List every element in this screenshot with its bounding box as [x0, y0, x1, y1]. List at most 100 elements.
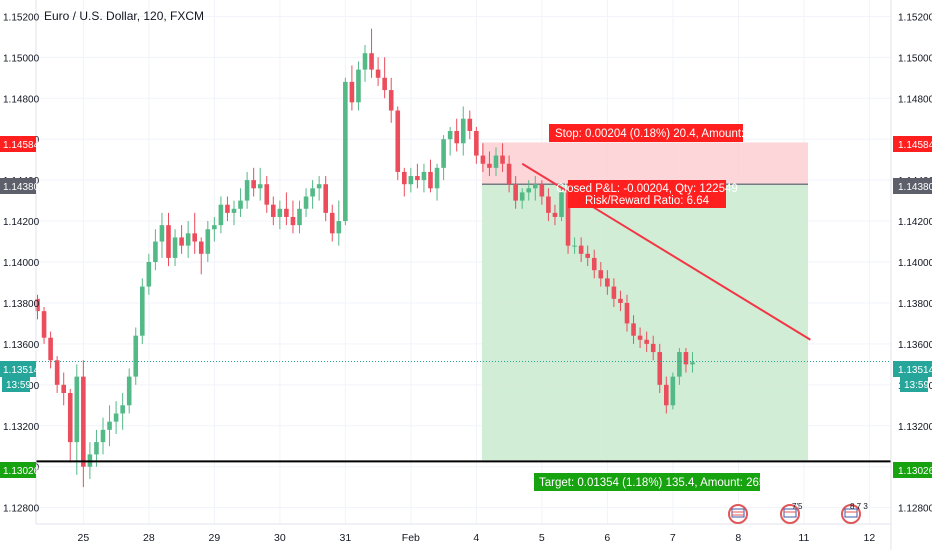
candle-body [382, 77, 387, 91]
x-tick-label: 31 [340, 532, 352, 544]
candle-body [434, 167, 440, 189]
candle-body [644, 339, 649, 344]
take-profit-zone[interactable] [482, 184, 808, 461]
event-flag-icon-2[interactable]: 7'5 [780, 502, 803, 524]
candle-body [605, 278, 610, 287]
candle-body [251, 180, 256, 189]
time-axis[interactable]: 25 28 29 30 31 Feb 4 5 6 7 8 11 12 [78, 532, 876, 544]
candle-body [113, 413, 119, 422]
candle-body [159, 225, 165, 242]
candle-body [257, 184, 263, 189]
svg-text:1.13026: 1.13026 [898, 466, 932, 477]
candle-body [54, 360, 60, 385]
candle-body [277, 208, 283, 217]
stop-label[interactable]: Stop: 0.00204 (0.18%) 20.4, Amount: 750 [549, 124, 767, 142]
y-tick-label-right: 1.15200 [898, 12, 932, 23]
candle-body [650, 343, 656, 353]
candle-body [552, 212, 558, 217]
candle-body [198, 241, 204, 254]
right-target-tag: 1.13026 [893, 462, 932, 478]
left-current-tag: 1.13514 13:59 [0, 361, 40, 392]
candle-body [185, 233, 191, 246]
candle-body [225, 204, 230, 213]
candle-body [140, 286, 145, 336]
y-tick-label-right: 1.13600 [898, 340, 932, 351]
candle-body [546, 196, 551, 213]
candle-body [218, 204, 224, 226]
candle-body [402, 171, 407, 185]
candle-body [598, 270, 604, 279]
candle-body [74, 376, 80, 443]
candle-body [664, 384, 669, 406]
svg-text:1.14380: 1.14380 [898, 182, 932, 193]
x-tick-label: 30 [274, 532, 286, 544]
candle-body [611, 286, 617, 299]
stop-label-text: Stop: 0.00204 (0.18%) 20.4, Amount: 750 [555, 128, 767, 140]
target-label-text: Target: 0.01354 (1.18%) 135.4, Amount: 2… [539, 477, 788, 489]
pnl-label-text: Closed P&L: -0.00204, Qty: 122549 [556, 183, 738, 195]
y-tick-label-right: 1.12800 [898, 504, 932, 515]
risk-reward-text: Risk/Reward Ratio: 6.64 [585, 195, 710, 207]
candle-body [677, 352, 682, 377]
candle-body [244, 180, 250, 201]
svg-text:1.14584: 1.14584 [898, 140, 932, 151]
candle-body [565, 192, 571, 246]
candle-body [388, 90, 394, 111]
candle-body [61, 384, 66, 393]
candle-body [591, 257, 597, 271]
x-tick-label: Feb [402, 532, 420, 544]
candle-body [100, 429, 106, 443]
y-tick-label-left: 1.13600 [3, 340, 40, 351]
y-tick-label-left: 1.15200 [3, 12, 40, 23]
y-tick-label-left: 1.15000 [3, 53, 40, 64]
svg-text:1.14380: 1.14380 [3, 182, 40, 193]
candle-body [290, 216, 296, 226]
x-tick-label: 4 [473, 532, 479, 544]
right-current-tag: 1.13514 13:59 [893, 361, 932, 392]
stop-loss-zone[interactable] [482, 142, 808, 185]
candle-body [480, 155, 486, 164]
candle-body [336, 221, 342, 234]
event-flag-icon-1[interactable] [728, 504, 748, 524]
candle-body [670, 376, 676, 406]
candle-body [179, 237, 184, 246]
x-tick-label: 29 [209, 532, 221, 544]
candle-body [454, 131, 459, 144]
event-flag-icon-3[interactable]: 8 7 3 [841, 502, 868, 524]
candle-body [316, 184, 322, 189]
x-tick-label: 6 [604, 532, 610, 544]
pnl-label[interactable]: Closed P&L: -0.00204, Qty: 122549 Risk/R… [556, 180, 738, 208]
candle-body [506, 163, 512, 185]
candle-body [284, 208, 289, 217]
candle-body [107, 421, 112, 430]
candle-body [41, 311, 47, 338]
x-tick-label: 11 [798, 532, 809, 544]
candle-body [264, 184, 270, 205]
svg-text:1.13514: 1.13514 [3, 365, 40, 376]
y-tick-label-left: 1.13800 [3, 299, 40, 310]
candle-body [474, 131, 479, 156]
right-price-axis[interactable]: 1.152001.150001.148001.146001.144001.142… [898, 12, 932, 514]
y-tick-label-right: 1.13200 [898, 422, 932, 433]
candle-body [493, 155, 499, 168]
candlestick-series [35, 28, 695, 488]
candle-body [618, 298, 623, 303]
candle-body [126, 376, 132, 406]
candle-body [441, 139, 446, 168]
candle-body [362, 53, 368, 70]
svg-text:1.14584: 1.14584 [3, 140, 40, 151]
left-price-axis[interactable]: 1.152001.150001.148001.146001.144001.142… [3, 12, 40, 514]
candle-body [81, 376, 86, 467]
svg-text:13:59: 13:59 [904, 380, 929, 391]
candle-body [631, 323, 636, 336]
candle-body [375, 69, 381, 78]
left-stop-tag: 1.14584 [0, 136, 40, 152]
x-tick-label: 5 [539, 532, 545, 544]
target-label[interactable]: Target: 0.01354 (1.18%) 135.4, Amount: 2… [534, 473, 788, 491]
candle-body [166, 225, 171, 258]
candle-body [192, 233, 197, 242]
candle-body [231, 208, 237, 213]
x-tick-label: 12 [864, 532, 876, 544]
